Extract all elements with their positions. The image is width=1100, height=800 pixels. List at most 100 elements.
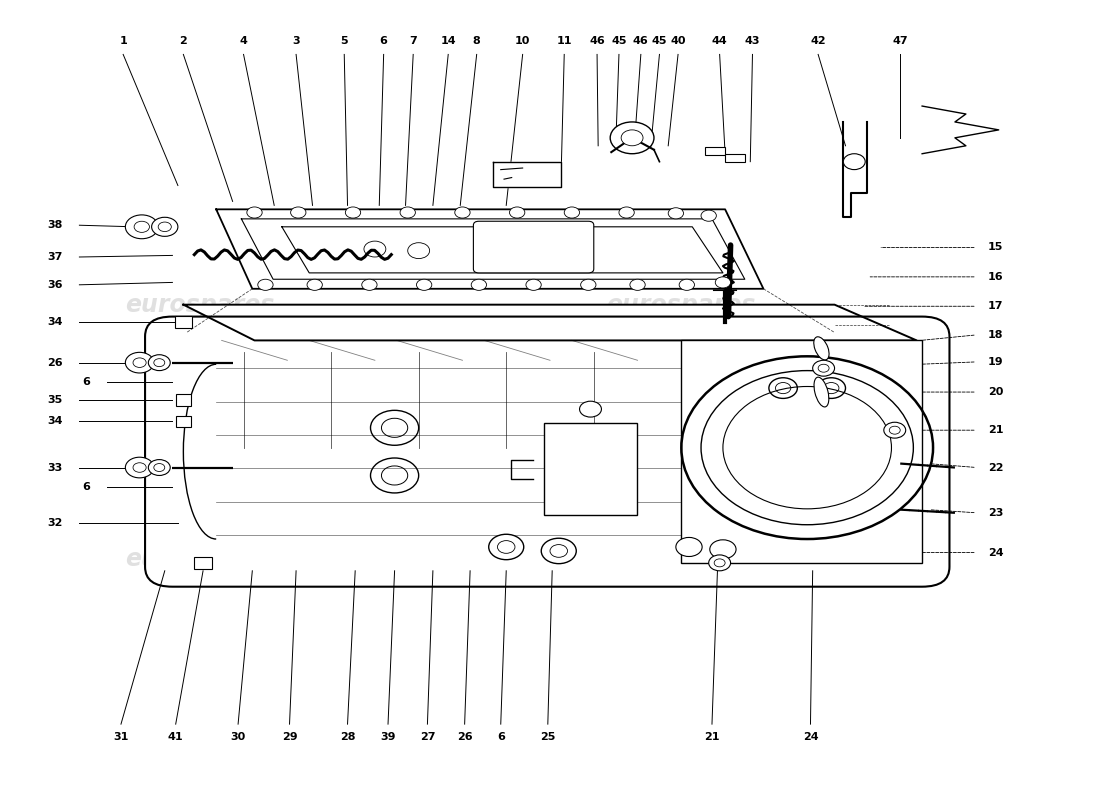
Circle shape (257, 279, 273, 290)
Circle shape (158, 222, 172, 231)
Text: 8: 8 (473, 37, 481, 46)
FancyBboxPatch shape (145, 317, 949, 586)
Text: 21: 21 (704, 732, 719, 742)
Circle shape (154, 463, 165, 471)
Circle shape (125, 352, 154, 373)
Circle shape (564, 207, 580, 218)
Circle shape (125, 215, 158, 238)
Text: 21: 21 (988, 425, 1003, 435)
Text: 3: 3 (293, 37, 300, 46)
Text: eurospares: eurospares (606, 547, 756, 571)
Text: 26: 26 (456, 732, 472, 742)
Circle shape (621, 130, 643, 146)
Text: 6: 6 (379, 37, 387, 46)
Circle shape (134, 222, 150, 232)
Text: 16: 16 (988, 272, 1003, 282)
Text: 6: 6 (497, 732, 505, 742)
Circle shape (362, 279, 377, 290)
Circle shape (610, 122, 654, 154)
Text: 4: 4 (240, 37, 248, 46)
Text: 19: 19 (988, 357, 1003, 367)
Text: 34: 34 (47, 317, 63, 327)
Text: 26: 26 (47, 358, 63, 368)
Circle shape (307, 279, 322, 290)
Text: 47: 47 (892, 37, 907, 46)
Text: 10: 10 (515, 37, 530, 46)
Text: 6: 6 (82, 482, 90, 492)
Circle shape (148, 459, 170, 475)
Text: 45: 45 (651, 37, 668, 46)
Text: 17: 17 (988, 302, 1003, 311)
Circle shape (471, 279, 486, 290)
Bar (175, 316, 192, 329)
Text: 44: 44 (712, 37, 727, 46)
Circle shape (580, 401, 602, 417)
Circle shape (844, 154, 866, 170)
Bar (725, 154, 745, 162)
Text: 41: 41 (168, 732, 184, 742)
Text: 33: 33 (47, 462, 63, 473)
Text: 1: 1 (119, 37, 126, 46)
Polygon shape (217, 210, 763, 289)
Circle shape (668, 208, 683, 219)
Text: 46: 46 (632, 37, 649, 46)
Circle shape (710, 540, 736, 559)
Circle shape (675, 538, 702, 557)
Text: 22: 22 (988, 462, 1003, 473)
Circle shape (813, 360, 835, 376)
Text: eurospares: eurospares (125, 547, 275, 571)
Circle shape (125, 457, 154, 478)
Text: 45: 45 (612, 37, 627, 46)
Circle shape (889, 426, 900, 434)
Bar (195, 557, 212, 570)
Circle shape (701, 210, 716, 222)
Text: 25: 25 (540, 732, 556, 742)
Text: eurospares: eurospares (606, 293, 756, 317)
Text: 42: 42 (811, 37, 826, 46)
Circle shape (550, 545, 568, 558)
Text: 20: 20 (988, 387, 1003, 397)
Text: 18: 18 (988, 330, 1003, 340)
Text: 35: 35 (47, 395, 63, 405)
Circle shape (345, 207, 361, 218)
Text: 24: 24 (803, 732, 818, 742)
Text: 27: 27 (420, 732, 436, 742)
Circle shape (541, 538, 576, 564)
Bar (176, 394, 191, 406)
Ellipse shape (814, 377, 828, 407)
Polygon shape (493, 162, 561, 187)
Text: 2: 2 (179, 37, 187, 46)
Bar (544, 423, 637, 514)
Circle shape (509, 207, 525, 218)
Text: 31: 31 (113, 732, 129, 742)
Circle shape (152, 218, 178, 236)
Text: 29: 29 (282, 732, 297, 742)
Text: eurospares: eurospares (125, 293, 275, 317)
Text: 36: 36 (47, 280, 63, 290)
Circle shape (488, 534, 524, 560)
Circle shape (619, 207, 635, 218)
Text: 28: 28 (340, 732, 355, 742)
Text: 5: 5 (340, 37, 348, 46)
Circle shape (715, 277, 730, 288)
FancyBboxPatch shape (473, 222, 594, 273)
Bar (705, 147, 725, 155)
Circle shape (400, 207, 416, 218)
Circle shape (708, 555, 730, 571)
Circle shape (497, 541, 515, 554)
Text: 34: 34 (47, 417, 63, 426)
Ellipse shape (814, 337, 829, 360)
Text: 37: 37 (47, 252, 63, 262)
Text: 32: 32 (47, 518, 63, 528)
Text: 14: 14 (440, 37, 456, 46)
Text: 46: 46 (590, 37, 605, 46)
Text: 24: 24 (988, 547, 1003, 558)
Circle shape (290, 207, 306, 218)
Text: 38: 38 (47, 220, 63, 230)
Circle shape (581, 279, 596, 290)
Circle shape (526, 279, 541, 290)
Circle shape (246, 207, 262, 218)
Circle shape (883, 422, 905, 438)
Polygon shape (922, 106, 999, 154)
Circle shape (133, 358, 146, 367)
